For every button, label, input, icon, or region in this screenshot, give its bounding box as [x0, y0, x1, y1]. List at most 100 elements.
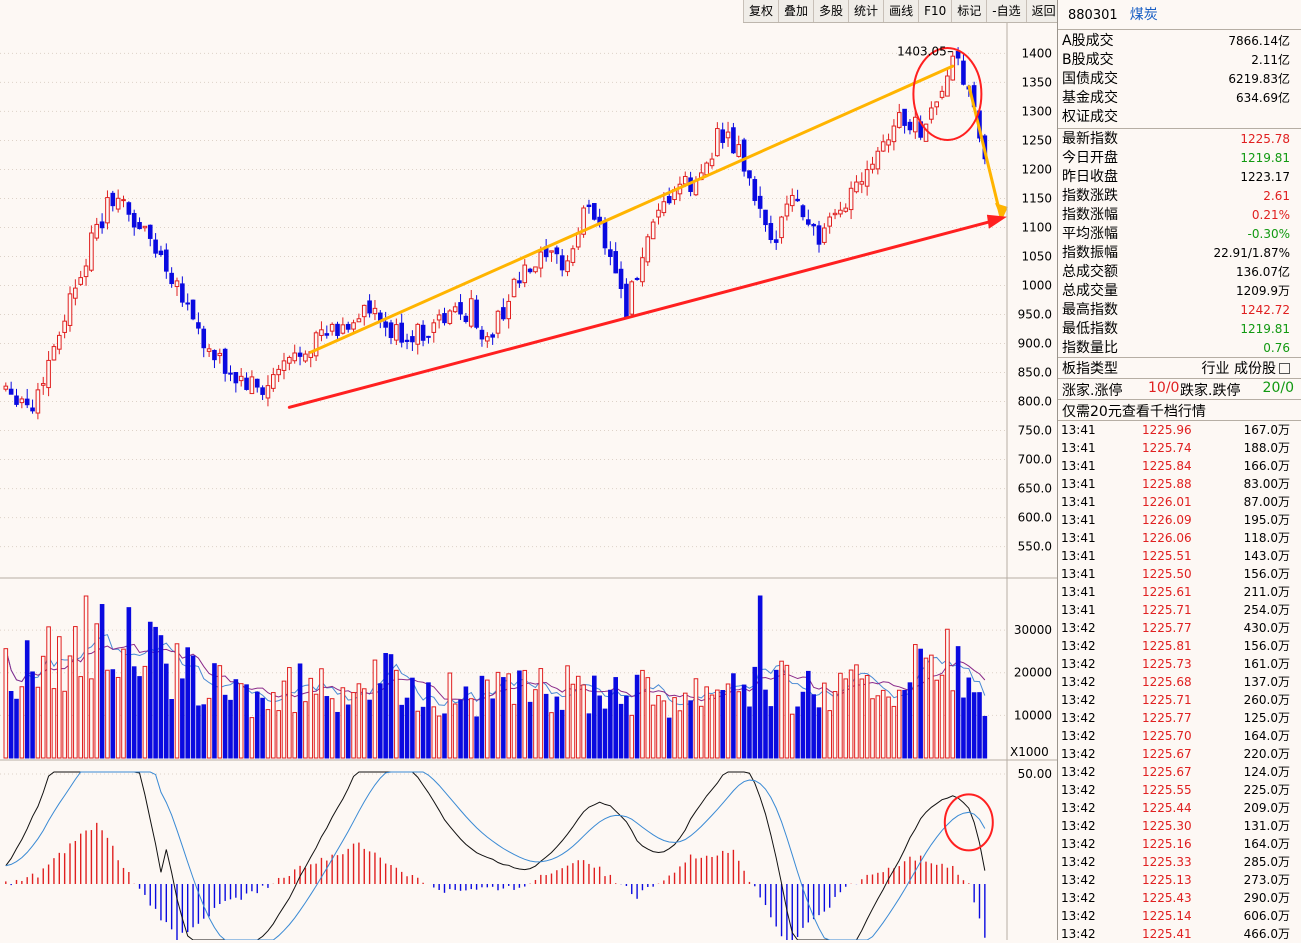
quote-label: 最低指数	[1062, 321, 1118, 337]
volume-bar	[190, 655, 196, 759]
multi-stock-button[interactable]: 多股	[813, 0, 848, 22]
volume-bar	[661, 700, 667, 759]
candle-body	[233, 372, 239, 384]
tick-time: 13:42	[1061, 639, 1096, 653]
candle-body	[126, 202, 132, 215]
candle-body	[222, 348, 228, 374]
tick-time: 13:42	[1061, 747, 1096, 761]
volume-bar	[789, 713, 795, 759]
candle-body	[115, 197, 121, 210]
volume-bar	[121, 648, 126, 759]
trend-arrow	[967, 84, 1003, 218]
price-tick-label: 850.0	[1018, 366, 1052, 380]
kline-chart-area[interactable]: 550.0 600.0 650.0 700.0 750.0 800.0 850.0 900.0…	[0, 0, 1057, 940]
tick-time: 13:41	[1061, 441, 1096, 455]
candle-body	[24, 398, 30, 406]
tick-price: 1225.88	[1142, 477, 1192, 491]
stock-name[interactable]: 煤炭	[1129, 7, 1158, 23]
macd-panel	[0, 771, 1007, 940]
summary-row: B股成交 2.11亿	[1058, 51, 1301, 70]
tick-row: 13:42 1225.77 125.0万	[1058, 709, 1301, 727]
candle-body	[105, 197, 110, 224]
divider	[1058, 378, 1301, 379]
mark-button[interactable]: 标记	[951, 0, 986, 22]
quote-value: 2.61	[1263, 189, 1290, 203]
volume-bar	[62, 690, 67, 759]
tick-row: 13:42 1225.68 137.0万	[1058, 673, 1301, 691]
tick-volume: 220.0万	[1243, 747, 1290, 761]
volume-bar	[575, 675, 581, 759]
tick-volume: 124.0万	[1243, 765, 1290, 779]
volume-bar	[265, 709, 271, 759]
volume-bar	[57, 636, 62, 759]
volume-bar	[763, 689, 768, 759]
tick-volume: 290.0万	[1243, 891, 1290, 905]
candle-body	[650, 221, 656, 240]
volume-bar	[891, 705, 897, 759]
tick-time: 13:42	[1061, 801, 1096, 815]
volume-bar	[811, 694, 816, 759]
candle-body	[565, 260, 570, 273]
candle-body	[613, 251, 619, 274]
candle-body	[67, 293, 73, 326]
candle-body	[640, 257, 645, 283]
quote-value: 1219.81	[1240, 151, 1290, 165]
f10-button[interactable]: F10	[918, 0, 951, 22]
price-tick-label: 950.0	[1018, 308, 1052, 322]
volume-bar	[19, 686, 25, 759]
tick-volume: 209.0万	[1243, 801, 1290, 815]
volume-bar	[543, 693, 549, 759]
annotations	[287, 47, 1008, 852]
tick-row: 13:41 1225.96 167.0万	[1058, 421, 1301, 439]
volume-bar	[559, 709, 565, 759]
restore-rights-button[interactable]: 复权	[743, 0, 778, 22]
candle-body	[292, 352, 297, 362]
volume-bar	[394, 669, 399, 759]
tick-time: 13:41	[1061, 549, 1096, 563]
candle-body	[254, 378, 260, 388]
volume-bar	[822, 682, 827, 759]
quote-row: 指数涨跌 2.61	[1058, 187, 1301, 206]
candle-body	[789, 194, 795, 207]
candle-body	[784, 203, 790, 217]
advance-label: 涨家.涨停	[1062, 383, 1123, 399]
tick-price: 1225.13	[1142, 873, 1192, 887]
volume-bar	[329, 698, 335, 759]
price-tick-label: 550.0	[1018, 540, 1052, 554]
candle-body	[864, 169, 870, 187]
statistics-button[interactable]: 统计	[848, 0, 883, 22]
sector-type-value[interactable]: 行业 成份股	[1202, 358, 1290, 378]
volume-bar	[533, 689, 538, 759]
remove-watchlist-button[interactable]: -自选	[986, 0, 1025, 22]
tick-volume: 161.0万	[1243, 657, 1290, 671]
quote-row: 昨日收盘 1223.17	[1058, 168, 1301, 187]
candle-body	[142, 225, 148, 229]
draw-line-button[interactable]: 画线	[883, 0, 918, 22]
volume-bar	[741, 684, 747, 759]
tick-price: 1225.43	[1142, 891, 1192, 905]
volume-bar	[961, 697, 966, 759]
candle-body	[35, 389, 41, 414]
summary-label: A股成交	[1062, 33, 1114, 49]
volume-bar	[8, 690, 14, 759]
candle-body	[94, 223, 100, 239]
volume-bar	[608, 689, 613, 759]
back-button[interactable]: 返回	[1025, 0, 1061, 22]
volume-bar	[656, 695, 661, 759]
overlay-button[interactable]: 叠加	[778, 0, 813, 22]
price-tick-label: 1050	[1021, 249, 1052, 263]
depth-upgrade-link[interactable]: 仅需20元查看千档行情	[1062, 404, 1206, 420]
volume-bar	[228, 699, 233, 759]
tick-time: 13:41	[1061, 531, 1096, 545]
tick-time: 13:42	[1061, 783, 1096, 797]
volume-bar	[955, 646, 961, 759]
candle-body	[420, 324, 426, 341]
quote-panel: 880301 煤炭 A股成交 7866.14亿 B股成交 2.11亿 国债成交 6219.…	[1057, 0, 1301, 941]
volume-bar	[83, 595, 89, 759]
volume-bar	[672, 697, 677, 759]
candle-body	[709, 158, 715, 167]
volume-bar	[222, 694, 228, 759]
tick-time: 13:41	[1061, 513, 1096, 527]
candle-body	[431, 322, 437, 333]
quote-value: 0.76	[1263, 341, 1290, 355]
